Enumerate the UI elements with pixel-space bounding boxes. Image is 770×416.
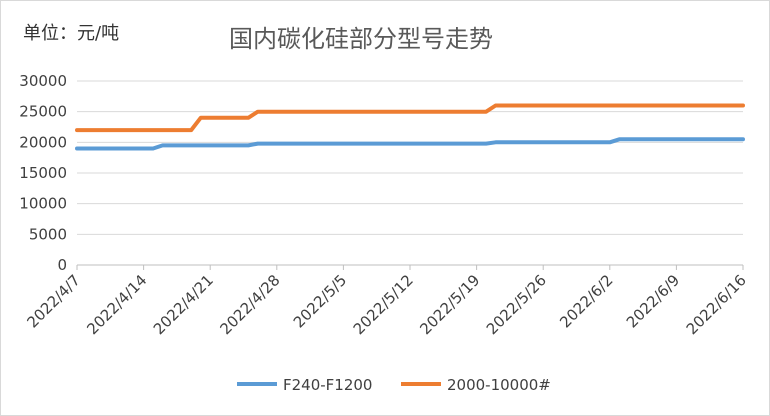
legend: F240-F1200 2000-10000# xyxy=(237,376,551,394)
y-tick-label: 5000 xyxy=(29,225,67,243)
series-line-1 xyxy=(75,137,745,151)
x-tick-label: 2022/5/5 xyxy=(290,271,350,331)
x-tick-label: 2022/6/9 xyxy=(623,271,683,331)
y-tick-label: 20000 xyxy=(19,133,67,151)
chart-title: 国内碳化硅部分型号走势 xyxy=(229,25,493,53)
x-tick-label: 2022/4/28 xyxy=(217,271,284,338)
x-tick-label: 2022/6/16 xyxy=(683,271,750,338)
x-tick-label: 2022/5/12 xyxy=(350,271,417,338)
x-tick-label: 2022/5/19 xyxy=(416,271,483,338)
x-axis-ticks: 2022/4/7 2022/4/14 2022/4/21 2022/4/28 2022/… xyxy=(23,265,750,338)
grid-layer xyxy=(77,80,743,266)
legend-label-2000-10000: 2000-10000# xyxy=(447,376,551,394)
y-tick-label: 30000 xyxy=(19,72,67,90)
x-tick-label: 2022/5/26 xyxy=(483,271,550,338)
unit-label: 单位：元/吨 xyxy=(23,23,120,44)
series-line-2 xyxy=(75,103,745,133)
x-tick-label: 2022/6/2 xyxy=(556,271,616,331)
x-tick-label: 2022/4/7 xyxy=(23,271,83,331)
series-layer xyxy=(75,103,745,151)
y-tick-label: 15000 xyxy=(19,164,67,182)
y-tick-label: 25000 xyxy=(19,103,67,121)
x-tick-label: 2022/4/14 xyxy=(83,271,150,338)
x-tick-label: 2022/4/21 xyxy=(150,271,217,338)
y-tick-label: 0 xyxy=(57,256,67,274)
y-axis-ticks: 0 5000 10000 15000 20000 25000 30000 xyxy=(19,72,67,274)
legend-label-f240-f1200: F240-F1200 xyxy=(283,376,372,394)
y-tick-label: 10000 xyxy=(19,195,67,213)
